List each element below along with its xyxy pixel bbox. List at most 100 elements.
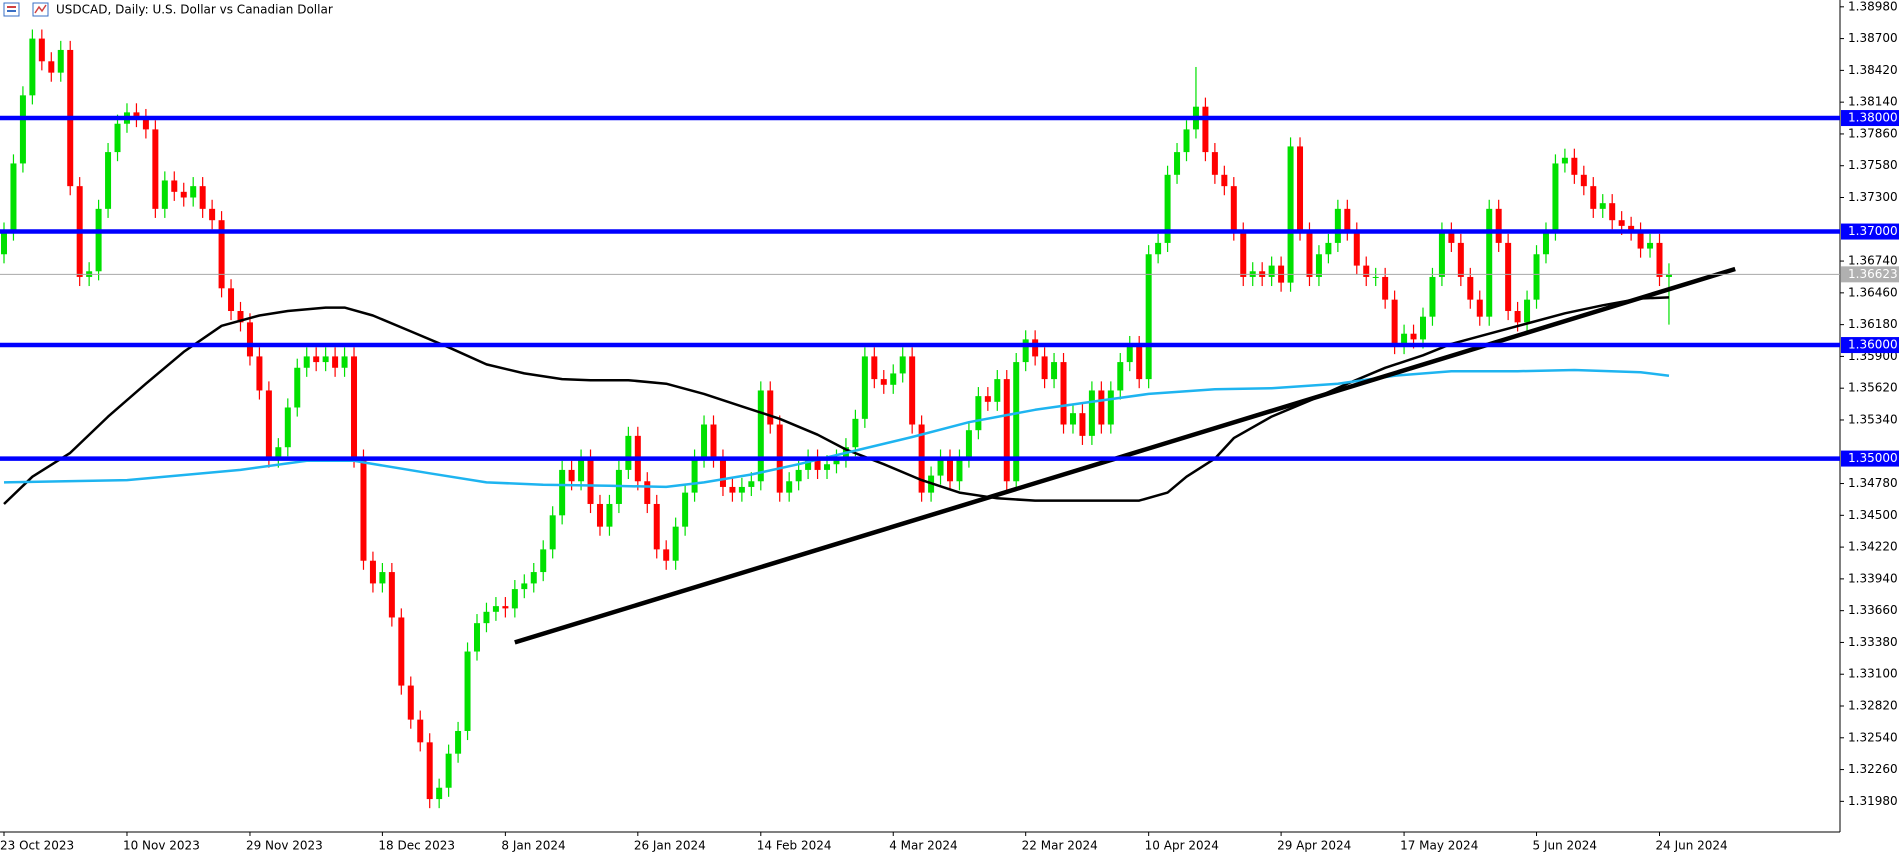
candle-body [833,458,840,465]
last-price-label: 1.36623 [1848,267,1898,281]
candle-body [29,38,36,96]
candle-body [1495,208,1502,243]
candle-body [1013,362,1020,482]
candle-body [540,549,547,573]
candle-body [1344,208,1351,232]
y-tick-label: 1.33100 [1848,667,1898,681]
candle-body [1145,254,1152,380]
level-label: 1.35000 [1848,451,1898,465]
candle-body [388,572,395,618]
candle-body [1438,231,1445,277]
x-tick-label: 10 Nov 2023 [123,839,200,853]
level-label-box [1841,337,1899,354]
candle-body [256,356,263,391]
candle-body [265,390,272,459]
x-tick-label: 26 Jan 2024 [634,839,706,853]
candle-body [710,424,717,459]
candle-body [1155,242,1162,255]
candle-body [1609,203,1616,221]
candle-body [1656,242,1663,277]
candle-body [511,589,518,609]
candle-body [1164,174,1171,243]
y-tick-label: 1.37300 [1848,190,1898,204]
candle-body [1041,356,1048,380]
candle-body [1051,362,1058,380]
candle-body [1561,157,1568,164]
y-tick-label: 1.32820 [1848,699,1898,713]
level-label-box [1841,450,1899,467]
candle-body [57,49,64,73]
candle-body [398,617,405,686]
candle-body [701,424,708,459]
candle-body [1079,413,1086,436]
candle-body [426,742,433,800]
x-tick-label: 4 Mar 2024 [889,839,957,853]
candle-body [1457,242,1464,277]
candle-body [417,719,424,743]
y-tick-label: 1.31980 [1848,794,1898,808]
candle-body [228,288,235,312]
candle-body [1022,339,1029,363]
candle-body [474,623,480,652]
candle-body [672,526,679,561]
candle-body [1401,333,1408,346]
candle-body [284,407,291,448]
candle-body [436,787,443,800]
candle-body [1363,265,1370,277]
y-tick-label: 1.33940 [1848,571,1898,585]
candle-body [1391,299,1398,346]
icon [3,2,20,17]
candle-body [1183,129,1190,153]
candle-body [133,112,140,119]
x-tick-label: 29 Nov 2023 [246,839,323,853]
x-tick-label: 10 Apr 2024 [1145,839,1219,853]
candle-body [890,373,897,385]
candle-body [1599,203,1606,209]
candle-body [294,367,301,408]
y-tick-label: 1.36180 [1848,317,1898,331]
candle-body [606,503,613,527]
candle-body [994,379,1001,402]
candle-body [1221,174,1228,187]
candle-body [795,469,802,482]
candle-body [1003,379,1010,482]
title-icons [3,2,49,17]
candle-body [975,396,982,431]
x-tick-label: 17 May 2024 [1400,839,1478,853]
candle-body [19,95,26,164]
candle-body [1211,152,1218,175]
candle-body [275,447,282,459]
y-tick-label: 1.36460 [1848,285,1898,299]
candle-body [1429,276,1436,317]
candle-body [1,231,7,255]
candle-body [956,458,963,482]
x-tick-label: 23 Oct 2023 [0,839,74,853]
candle-body [1126,345,1133,363]
candle-body [1476,299,1483,317]
y-tick-label: 1.35340 [1848,412,1898,426]
candle-body [303,356,310,368]
candle-body [1505,242,1512,312]
y-tick-label: 1.34780 [1848,476,1898,490]
candle-body [814,458,821,470]
candle-body [682,492,689,527]
y-tick-label: 1.35620 [1848,381,1898,395]
candle-body [947,458,953,482]
candle-body [596,503,603,527]
y-tick-label: 1.36740 [1848,254,1898,268]
x-tick-label: 22 Mar 2024 [1022,839,1098,853]
candle-body [360,458,367,561]
y-tick-label: 1.34220 [1848,540,1898,554]
candle-body [530,572,537,584]
candle-body [1306,231,1313,277]
candle-body [653,503,660,550]
moving-average-line [3,296,1670,505]
candle-body [748,481,755,487]
y-tick-label: 1.37860 [1848,126,1898,140]
candle-body [852,418,859,448]
candle-body [502,606,509,609]
candle-body [691,458,698,493]
chart-title: USDCAD, Daily: U.S. Dollar vs Canadian D… [56,3,333,17]
candle-body [880,379,887,385]
